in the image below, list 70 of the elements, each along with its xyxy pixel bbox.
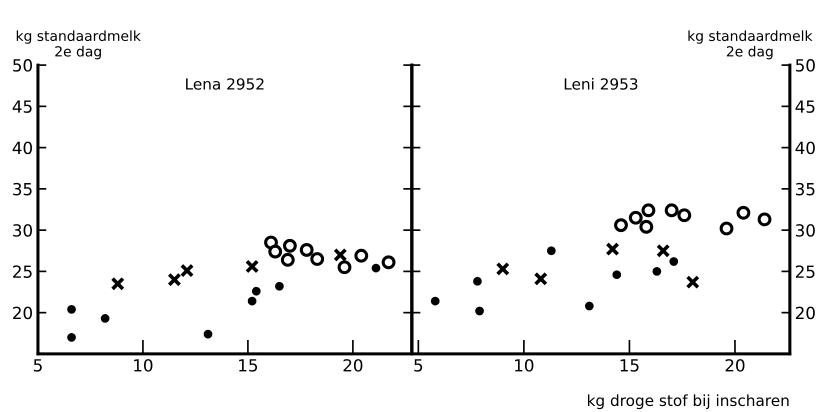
point xyxy=(736,206,750,220)
x-tick-label: 20 xyxy=(344,359,362,372)
y-tick-label: 25 xyxy=(796,265,814,278)
point xyxy=(720,222,734,236)
point xyxy=(310,252,324,266)
point xyxy=(100,314,110,323)
point xyxy=(280,252,295,267)
point xyxy=(639,220,654,234)
point xyxy=(382,255,396,270)
x-tick-label: 15 xyxy=(620,359,639,372)
y-tick-label: 25 xyxy=(13,265,32,278)
y-tick-label: 50 xyxy=(13,59,32,72)
point xyxy=(282,238,297,253)
point xyxy=(606,242,620,256)
y-tick-label: 45 xyxy=(12,100,32,113)
point xyxy=(612,270,622,280)
point xyxy=(430,296,440,306)
y-tick-label: 30 xyxy=(13,224,32,237)
point xyxy=(333,248,348,262)
point xyxy=(252,286,261,296)
point xyxy=(67,304,76,314)
point xyxy=(204,330,212,338)
point xyxy=(614,218,628,232)
point xyxy=(268,244,282,258)
point xyxy=(584,302,594,310)
x-tick-label: 20 xyxy=(726,359,744,372)
x-tick-label: 5 xyxy=(414,359,422,372)
text: Lena 2952 xyxy=(186,78,264,90)
point xyxy=(758,212,772,226)
point xyxy=(642,203,656,218)
point xyxy=(245,259,260,274)
y-axis-title: kg standaardmelk 2e dag xyxy=(688,30,812,60)
y-tick-label: 20 xyxy=(13,306,32,320)
y-tick-label: 35 xyxy=(796,182,814,196)
x-axis-title: kg droge stof bij inscharen xyxy=(588,394,789,410)
x-tick-label: 5 xyxy=(34,359,42,372)
point xyxy=(669,257,678,266)
text: Leni 2953 xyxy=(564,78,638,90)
point xyxy=(167,272,182,287)
point xyxy=(67,333,76,342)
point xyxy=(110,276,125,291)
point xyxy=(300,243,314,257)
point xyxy=(677,208,692,222)
y-tick-label: 20 xyxy=(796,306,815,320)
y-tick-label: 35 xyxy=(13,182,32,196)
point xyxy=(338,260,352,274)
point xyxy=(473,276,482,286)
point xyxy=(248,296,256,306)
point xyxy=(534,272,548,286)
point xyxy=(354,248,368,263)
x-tick-label: 15 xyxy=(239,359,258,372)
y-tick-label: 45 xyxy=(796,100,814,113)
y-tick-label: 30 xyxy=(796,224,815,237)
point xyxy=(275,282,284,291)
point xyxy=(628,210,643,225)
y-tick-label: 50 xyxy=(796,59,815,72)
point xyxy=(656,244,670,258)
x-tick-label: 10 xyxy=(134,359,152,372)
point xyxy=(372,264,380,272)
point xyxy=(475,306,484,316)
point xyxy=(686,275,700,290)
point xyxy=(496,262,510,276)
y-axis-title: kg standaardmelk 2e dag xyxy=(16,30,141,60)
y-tick-label: 40 xyxy=(796,142,815,154)
y-tick-label: 40 xyxy=(12,142,32,154)
point xyxy=(664,203,679,218)
point xyxy=(546,246,556,256)
x-tick-label: 10 xyxy=(515,359,534,372)
point xyxy=(180,264,194,278)
point xyxy=(652,267,662,276)
